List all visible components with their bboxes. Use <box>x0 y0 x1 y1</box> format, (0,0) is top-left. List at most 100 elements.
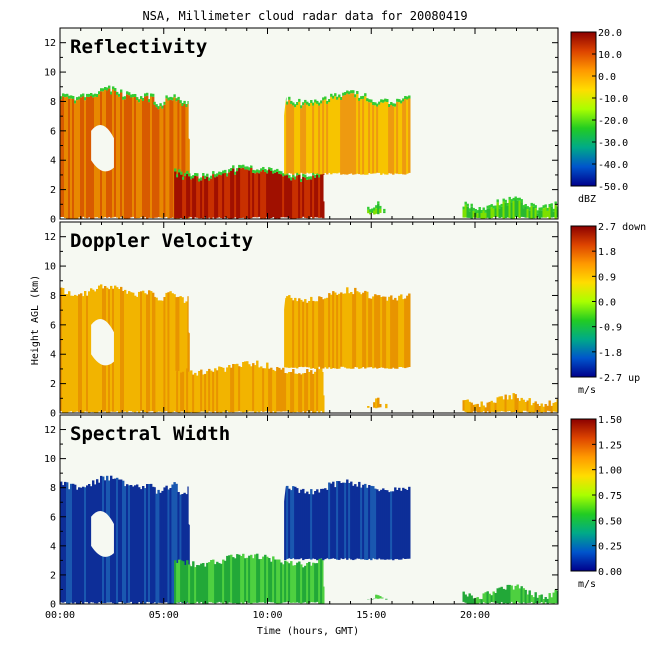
echo-column <box>408 487 410 559</box>
y-tick-label: 12 <box>44 425 56 436</box>
colorbar-label: 0.0 <box>598 72 616 83</box>
echo-edge <box>467 204 469 207</box>
clear-air-gap <box>324 175 411 201</box>
echo-edge <box>183 101 185 104</box>
y-tick-label: 10 <box>44 68 56 79</box>
y-tick-label: 2 <box>50 185 56 196</box>
panel-title: Reflectivity <box>70 36 207 58</box>
echo-edge <box>383 209 385 212</box>
colorbar-label: -10.0 <box>598 94 628 105</box>
echo-edge <box>497 199 499 202</box>
colorbar-label: 0.75 <box>598 491 622 502</box>
echo-edge <box>471 204 473 207</box>
y-tick-label: 4 <box>50 350 56 361</box>
y-tick-label: 10 <box>44 262 56 273</box>
y-tick-label: 0 <box>50 409 56 420</box>
y-tick-label: 8 <box>50 483 56 494</box>
x-tick-label: 10:00 <box>252 610 282 621</box>
echo-edge <box>120 90 122 93</box>
echo-edge <box>288 97 290 100</box>
echo-column <box>408 99 410 173</box>
echo-edge <box>179 100 181 103</box>
echo-edge <box>196 173 198 176</box>
colorbar-label: 1.50 <box>598 415 622 426</box>
echo-edge <box>188 173 190 176</box>
echo-edge <box>202 173 204 176</box>
y-tick-label: 6 <box>50 320 56 331</box>
y-tick-label: 8 <box>50 291 56 302</box>
colorbar-label: 2.7 down <box>598 222 646 233</box>
echo-edge <box>545 204 547 207</box>
y-tick-label: 0 <box>50 215 56 226</box>
colorbar-label: -40.0 <box>598 160 628 171</box>
clear-air-gap <box>324 369 411 395</box>
colorbar-label: 0.9 <box>598 272 616 283</box>
echo-edge <box>72 96 74 99</box>
y-tick-label: 10 <box>44 454 56 465</box>
echo-edge <box>173 94 175 97</box>
x-tick-label: 20:00 <box>460 610 490 621</box>
colorbar-label: 1.8 <box>598 247 616 258</box>
echo-edge <box>298 99 300 102</box>
echo-edge <box>386 99 388 102</box>
echo-edge <box>356 91 358 94</box>
y-tick-label: 6 <box>50 126 56 137</box>
panel-title: Spectral Width <box>70 423 230 445</box>
echo-edge <box>551 203 553 206</box>
echo-edge <box>521 199 523 202</box>
y-tick-label: 12 <box>44 232 56 243</box>
echo-edge <box>152 94 154 97</box>
colorbar-label: -20.0 <box>598 116 628 127</box>
colorbar-label: 0.00 <box>598 567 622 578</box>
echo-edge <box>212 171 214 174</box>
echo-edge <box>535 205 537 208</box>
echo-column <box>383 212 385 213</box>
colorbar-label: 10.0 <box>598 50 622 61</box>
colorbar-label: 0.25 <box>598 542 622 553</box>
echo-edge <box>364 93 366 96</box>
colorbar-unit: m/s <box>578 579 596 590</box>
colorbar-label: 0.50 <box>598 516 622 527</box>
y-tick-label: 4 <box>50 541 56 552</box>
colorbar <box>571 32 596 186</box>
echo-edge <box>270 168 272 171</box>
echo-column <box>379 404 381 407</box>
y-tick-label: 6 <box>50 512 56 523</box>
y-tick-label: 0 <box>50 600 56 611</box>
y-tick-label: 2 <box>50 379 56 390</box>
y-tick-label: 2 <box>50 570 56 581</box>
echo-edge <box>206 174 208 177</box>
colorbar-label: 1.00 <box>598 466 622 477</box>
echo-edge <box>82 94 84 97</box>
colorbar-unit: dBZ <box>578 194 596 205</box>
x-tick-label: 15:00 <box>356 610 386 621</box>
echo-edge <box>408 96 410 99</box>
echo-column <box>385 404 387 408</box>
colorbar-label: -1.8 <box>598 348 622 359</box>
echo-edge <box>479 207 481 210</box>
x-axis-label: Time (hours, GMT) <box>257 626 359 637</box>
echo-edge <box>108 86 110 89</box>
echo-edge <box>310 100 312 103</box>
colorbar-label: 0.0 <box>598 298 616 309</box>
echo-edge <box>379 206 381 209</box>
echo-column <box>367 406 369 408</box>
clear-air-gap <box>324 560 411 586</box>
y-tick-label: 12 <box>44 38 56 49</box>
x-tick-label: 00:00 <box>45 610 75 621</box>
figure-title: NSA, Millimeter cloud radar data for 200… <box>142 9 467 23</box>
colorbar-unit: m/s <box>578 385 596 396</box>
echo-edge <box>505 200 507 203</box>
echo-edge <box>114 88 116 91</box>
echo-edge <box>134 94 136 97</box>
colorbar-label: -0.9 <box>598 323 622 334</box>
echo-edge <box>334 93 336 96</box>
colorbar-label: 20.0 <box>598 28 622 39</box>
echo-column <box>408 294 410 368</box>
